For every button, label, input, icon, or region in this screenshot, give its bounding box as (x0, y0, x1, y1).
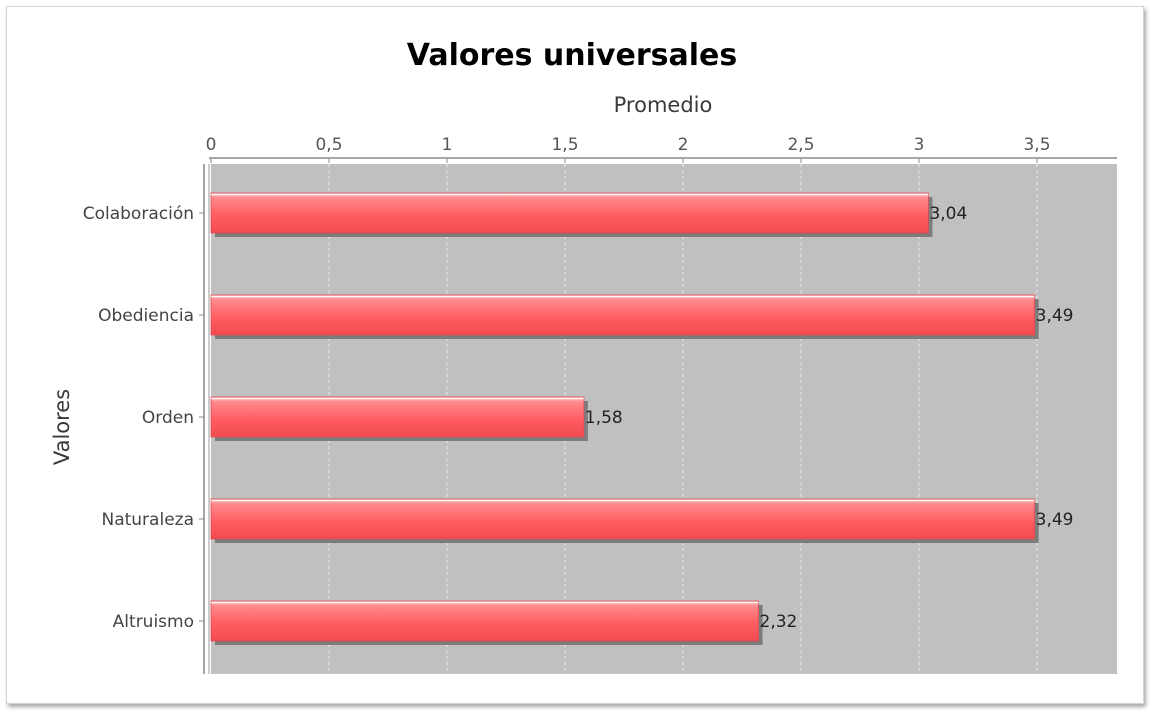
x-tick-label-6: 3 (914, 135, 925, 155)
x-tick-label-7: 3,5 (1023, 135, 1050, 155)
x-tick-label-3: 1,5 (551, 135, 578, 155)
chart-svg: Valores universales Promedio Valores 3,0… (50, 38, 1117, 674)
data-label-4: 2,32 (760, 612, 798, 632)
category-label-1: Obediencia (98, 306, 194, 326)
x-tick-label-4: 2 (678, 135, 689, 155)
chart-frame: Valores universales Promedio Valores 3,0… (6, 6, 1144, 704)
category-label-3: Naturaleza (101, 510, 194, 530)
bar-1 (210, 294, 1036, 336)
x-tick-label-1: 0,5 (315, 135, 342, 155)
value-axis-ticks: 0 0,5 1 1,5 2 2,5 3 3,5 (206, 135, 1051, 163)
x-tick-label-2: 1 (442, 135, 453, 155)
data-label-3: 3,49 (1036, 510, 1074, 530)
x-tick-label-5: 2,5 (787, 135, 814, 155)
category-label-2: Orden (142, 408, 194, 428)
category-label-4: Altruismo (113, 612, 194, 632)
bar-3 (210, 498, 1036, 540)
chart-title: Valores universales (407, 38, 737, 73)
category-axis-labels: Colaboración Obediencia Orden Naturaleza Alt… (83, 204, 204, 632)
bar-0 (210, 192, 929, 234)
bar-4 (210, 600, 759, 642)
x-tick-label-0: 0 (206, 135, 217, 155)
bar-2 (210, 396, 585, 438)
bars: 3,04 3,49 1,58 3,49 2,32 (210, 192, 1074, 645)
data-label-0: 3,04 (929, 204, 967, 224)
y-axis-title: Valores (50, 389, 74, 465)
category-label-0: Colaboración (83, 204, 194, 224)
data-label-2: 1,58 (585, 408, 623, 428)
x-axis-title: Promedio (614, 93, 713, 117)
data-label-1: 3,49 (1036, 306, 1074, 326)
